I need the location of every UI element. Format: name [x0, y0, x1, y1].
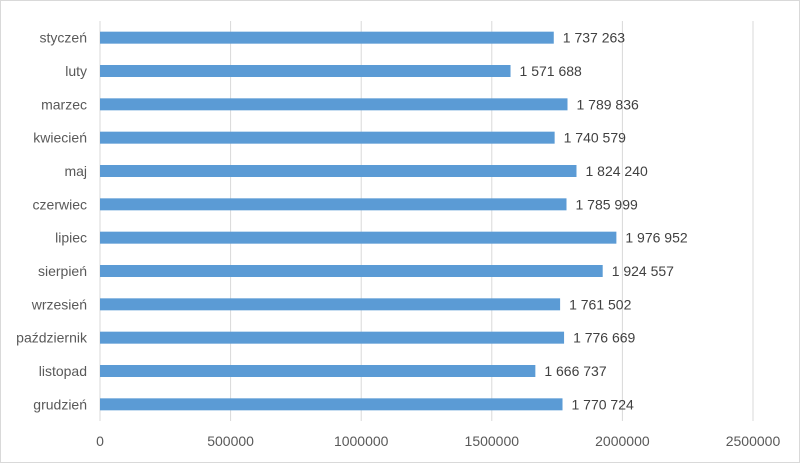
labels: 0 500000 1000000 1500000 2000000 2500000 stycz… — [16, 30, 780, 449]
bars — [100, 31, 617, 411]
bar-0 — [100, 31, 554, 44]
category-label: grudzień — [33, 396, 87, 412]
category-label: styczeń — [40, 30, 87, 46]
category-label: wrzesień — [31, 296, 87, 312]
x-tick-label: 2500000 — [726, 433, 781, 449]
x-tick-label: 1500000 — [465, 433, 520, 449]
data-label: 1 740 579 — [564, 130, 626, 146]
category-label: sierpień — [38, 263, 87, 279]
bar-4 — [100, 165, 577, 177]
data-label: 1 770 724 — [572, 396, 634, 412]
category-label: kwiecień — [33, 130, 87, 146]
bar-10 — [100, 365, 536, 377]
x-tick-label: 1000000 — [334, 433, 389, 449]
category-label: lipiec — [55, 230, 87, 246]
category-label: luty — [65, 63, 87, 79]
category-label: listopad — [39, 363, 87, 379]
data-label: 1 776 669 — [573, 330, 635, 346]
x-tick-label: 500000 — [207, 433, 254, 449]
bar-7 — [100, 265, 603, 277]
data-label: 1 924 557 — [612, 263, 674, 279]
gridlines — [99, 21, 754, 421]
data-label: 1 789 836 — [577, 96, 639, 112]
x-tick-label: 2000000 — [595, 433, 650, 449]
bar-6 — [100, 231, 617, 244]
data-label: 1 761 502 — [569, 296, 631, 312]
data-label: 1 824 240 — [585, 163, 647, 179]
category-label: marzec — [41, 96, 87, 112]
data-label: 1 666 737 — [544, 363, 606, 379]
data-label: 1 976 952 — [625, 230, 687, 246]
x-tick-label: 0 — [96, 433, 104, 449]
data-label: 1 737 263 — [563, 30, 625, 46]
bar-11 — [100, 398, 563, 411]
bar-2 — [100, 98, 568, 111]
bar-1 — [100, 65, 511, 77]
category-label: czerwiec — [33, 196, 87, 212]
bar-3 — [100, 131, 555, 144]
data-label: 1 785 999 — [576, 196, 638, 212]
category-label: maj — [64, 163, 87, 179]
category-label: październik — [16, 330, 88, 346]
bar-5 — [100, 198, 567, 211]
data-label: 1 571 688 — [520, 63, 582, 79]
bar-8 — [100, 298, 561, 311]
bar-9 — [100, 331, 565, 344]
